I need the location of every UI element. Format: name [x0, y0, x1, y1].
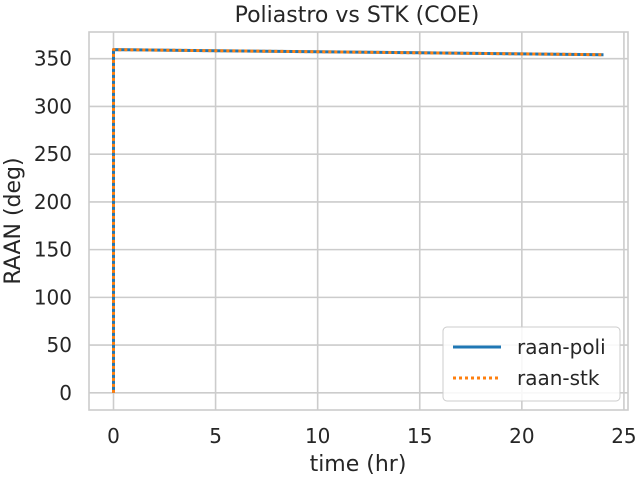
y-tick-label: 250	[34, 142, 72, 166]
chart-title: Poliastro vs STK (COE)	[235, 3, 480, 28]
y-tick-label: 100	[34, 285, 72, 309]
y-tick-label: 50	[47, 333, 72, 357]
y-tick-label: 0	[59, 381, 72, 405]
grid	[89, 32, 628, 410]
legend-label-raan-poli: raan-poli	[517, 335, 606, 359]
series-lines	[112, 48, 604, 393]
legend: raan-poli raan-stk	[442, 326, 621, 402]
y-tick-label: 300	[34, 94, 72, 118]
x-tick-label: 25	[611, 424, 636, 448]
y-tick-label: 350	[34, 47, 72, 71]
legend-label-raan-stk: raan-stk	[517, 366, 600, 390]
x-axis-label: time (hr)	[310, 452, 407, 477]
y-tick-labels: 0 50 100 150 200 250 300 350	[34, 47, 72, 405]
series-line-raan-stk	[112, 48, 604, 393]
y-axis-label: RAAN (deg)	[1, 157, 26, 284]
y-tick-label: 150	[34, 238, 72, 262]
x-tick-label: 15	[407, 424, 432, 448]
y-tick-label: 200	[34, 190, 72, 214]
x-tick-label: 20	[509, 424, 534, 448]
x-tick-label: 5	[209, 424, 222, 448]
x-tick-label: 0	[107, 424, 120, 448]
x-tick-labels: 0 5 10 15 20 25	[107, 424, 637, 448]
x-tick-label: 10	[305, 424, 330, 448]
plot-frame	[88, 31, 629, 411]
